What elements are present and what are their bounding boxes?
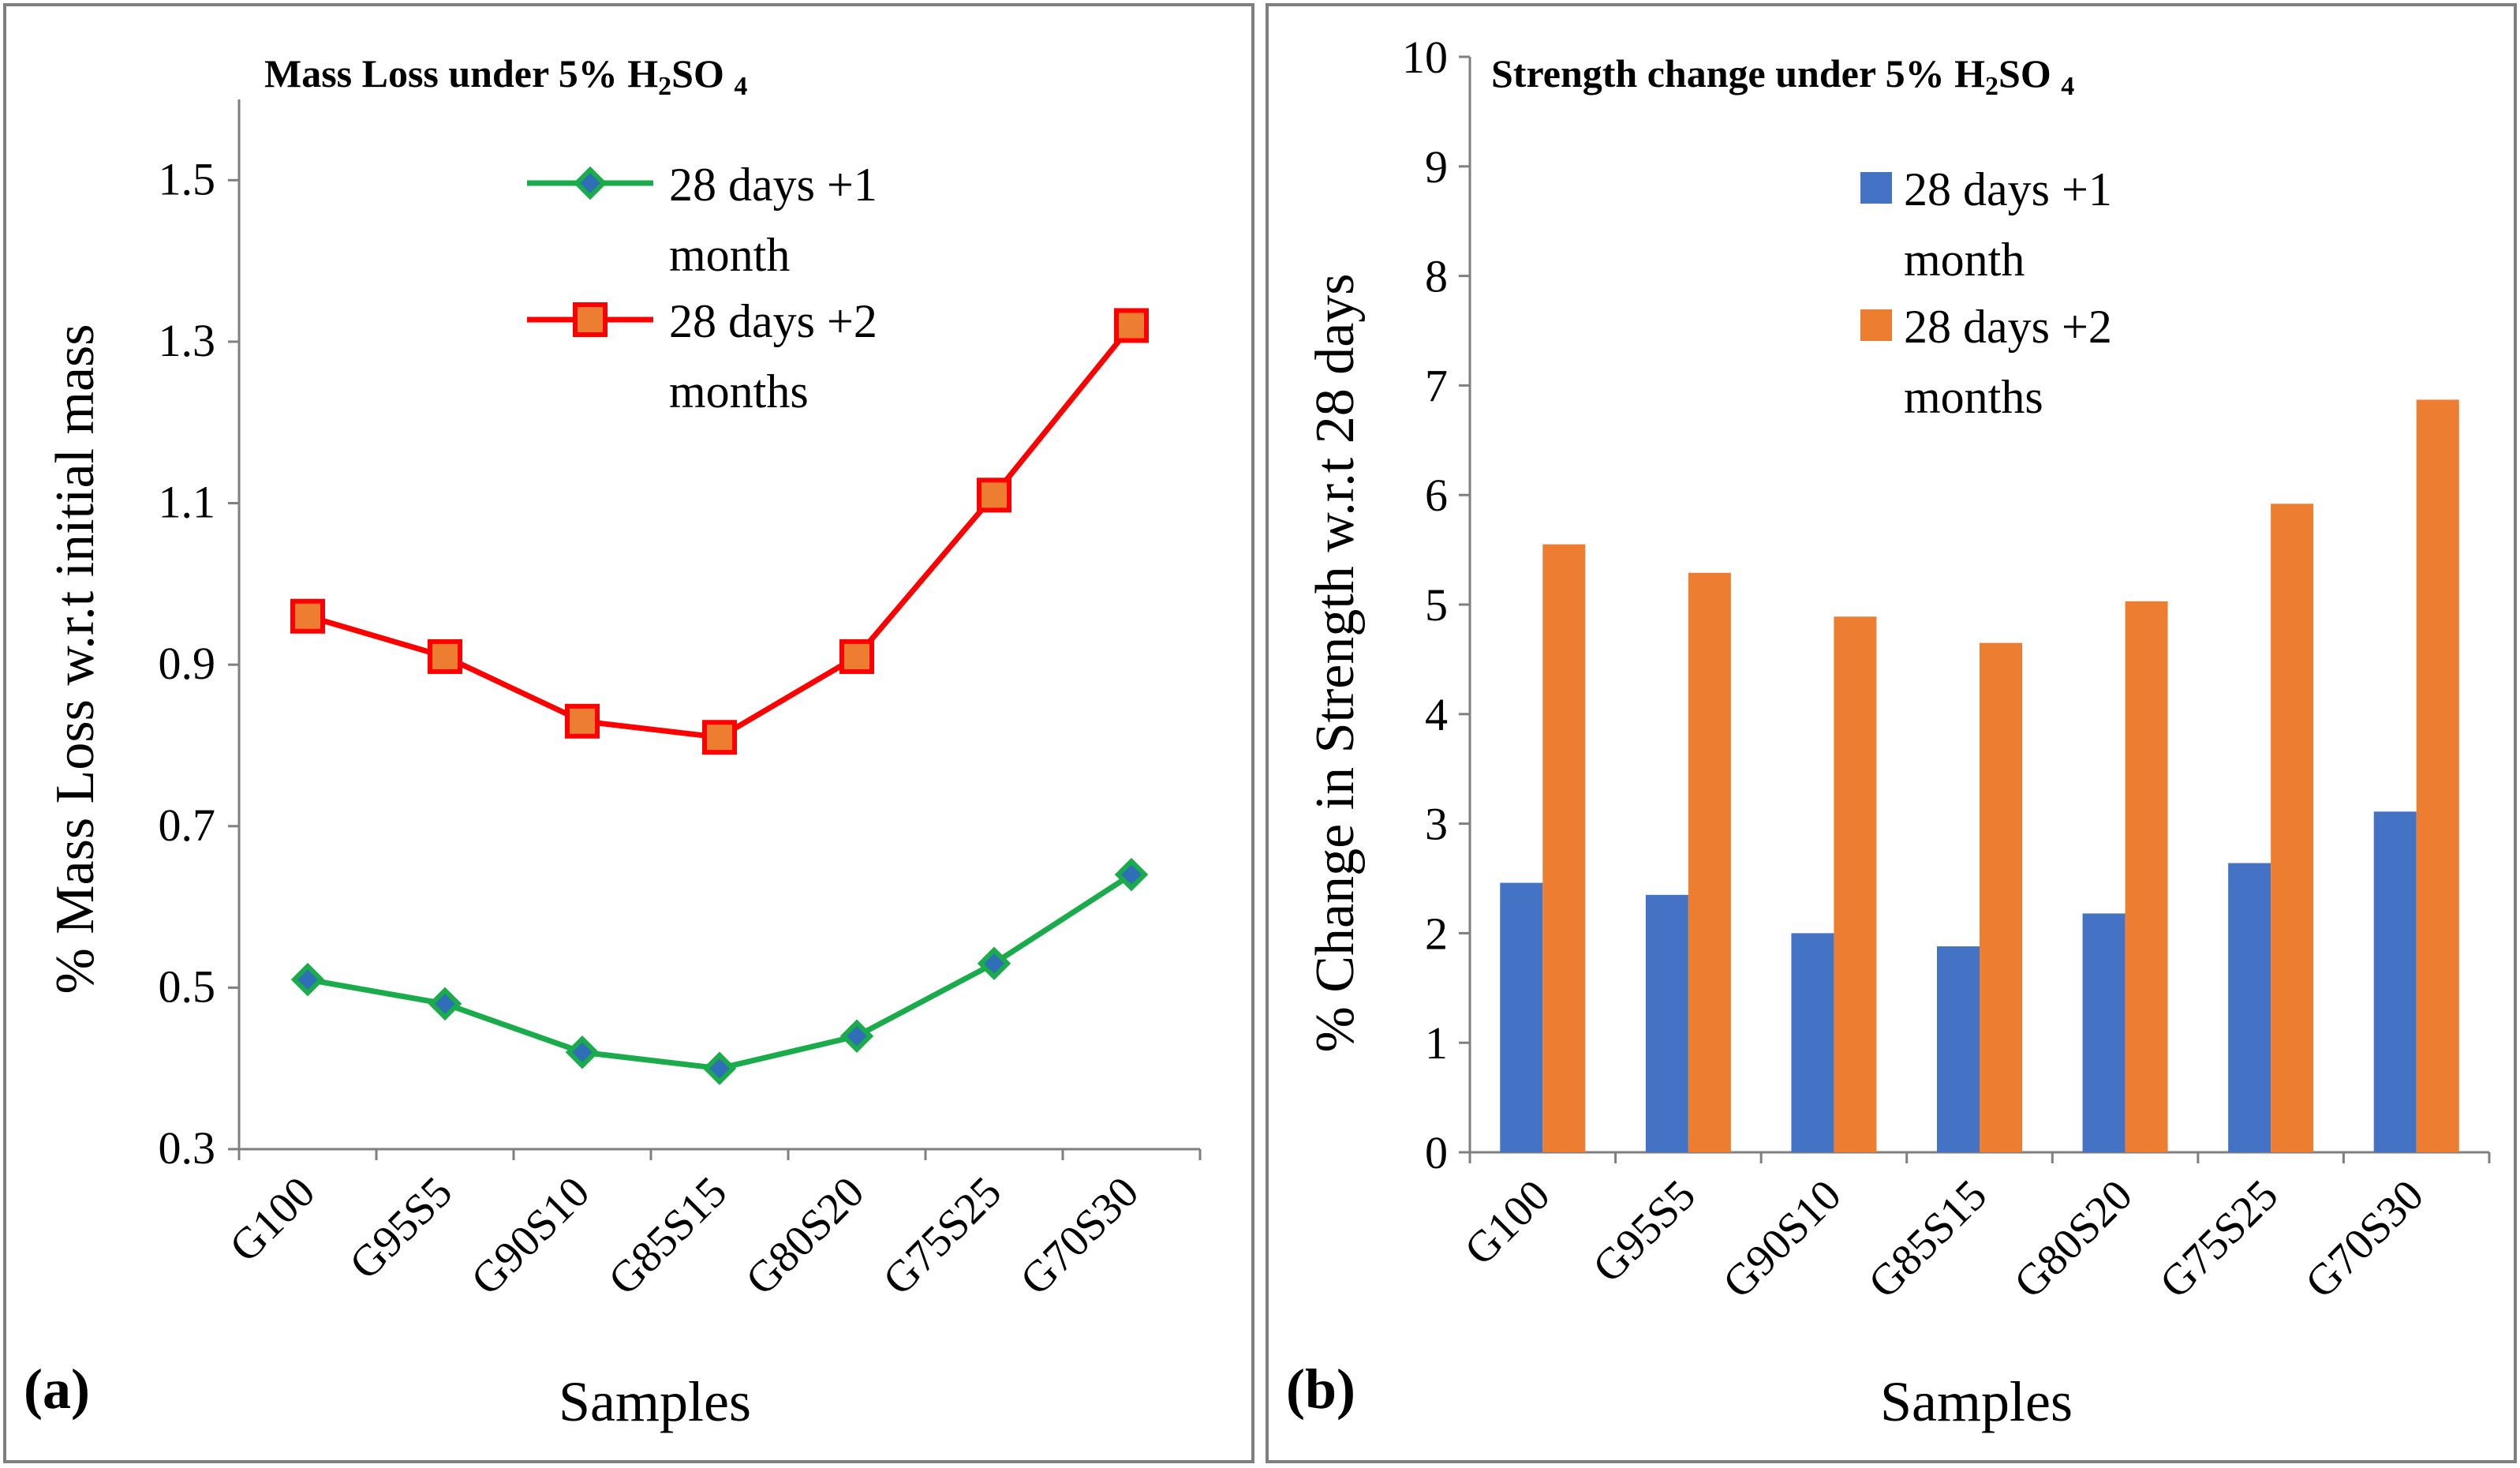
chart-a-series-1-point <box>1114 857 1149 892</box>
chart-b-bar-series-2 <box>1980 642 2022 1152</box>
chart-a-ytick-label: 0.5 <box>159 961 216 1012</box>
chart-a-series-2-point <box>977 477 1011 513</box>
chart-b-ytick-label: 2 <box>1425 908 1448 959</box>
chart-b-legend-label-1: month <box>1904 234 2025 286</box>
chart-b-legend-label-1: 28 days +1 <box>1904 163 2112 215</box>
chart-b-ytick-label: 8 <box>1425 251 1448 302</box>
chart-b-bar-series-1 <box>2082 913 2126 1152</box>
chart-b-ytick-label: 7 <box>1425 360 1448 411</box>
panel-a-frame <box>3 3 1254 1463</box>
chart-b-xlabel: Samples <box>1880 1370 2073 1433</box>
chart-b-ytick-label: 5 <box>1425 579 1448 631</box>
panel-a-label: (a) <box>24 1358 90 1421</box>
chart-a-series-2-point <box>428 639 462 674</box>
chart-b-bar-series-2 <box>2125 601 2168 1152</box>
chart-b-legend: 28 days +1 month 28 days +2 months <box>1860 163 2112 423</box>
chart-b-ytick-label: 1 <box>1425 1017 1448 1069</box>
chart-a-series-2-point <box>565 703 600 739</box>
chart-b-bar-series-1 <box>2373 811 2417 1152</box>
chart-a-series-2-point <box>702 720 737 755</box>
chart-a-legend-label-2: 28 days +2 <box>669 295 877 347</box>
panel-b-label: (b) <box>1286 1358 1355 1421</box>
chart-a-series-1-point <box>977 946 1011 980</box>
chart-a-series-1-point <box>702 1051 737 1085</box>
chart-a-legend-marker-1 <box>573 166 608 200</box>
chart-b-legend-swatch-1 <box>1860 172 1892 204</box>
chart-a-series-1-point <box>839 1019 874 1054</box>
chart-b-ylabel: % Change in Strength w.r.t 28 days <box>1305 273 1366 1052</box>
chart-b-ytick-label: 10 <box>1402 32 1448 83</box>
chart-b-bar-series-2 <box>1688 572 1731 1152</box>
chart-a-ytick-label: 1.5 <box>159 153 216 204</box>
chart-a-ytick-label: 1.3 <box>159 315 216 366</box>
chart-b-ytick-label: 0 <box>1425 1127 1448 1178</box>
chart-b-bar-series-1 <box>2228 863 2271 1152</box>
chart-a-ytick-label: 0.7 <box>159 800 216 851</box>
chart-a-legend-label-1: 28 days +1 <box>669 159 877 211</box>
chart-b-ytick-label: 6 <box>1425 470 1448 521</box>
chart-b-bar-series-1 <box>1500 882 1543 1152</box>
chart-a-ytick-label: 0.9 <box>159 638 216 689</box>
chart-b-bar-series-2 <box>2271 504 2314 1152</box>
chart-a-series-2-point <box>290 598 325 634</box>
chart-a-legend-marker-2 <box>573 302 608 337</box>
chart-b-bar-series-1 <box>1645 894 1688 1152</box>
chart-a-title: Mass Loss under 5% H2SO 4 <box>264 51 747 101</box>
chart-a-series-2-point <box>839 639 874 674</box>
chart-b-legend-swatch-2 <box>1860 309 1892 341</box>
chart-a-series-2-point <box>1114 308 1149 343</box>
chart-b-bar-series-2 <box>2416 399 2459 1153</box>
chart-a-ylabel: % Mass Loss w.r.t initial mass <box>45 324 106 994</box>
chart-b-ytick-label: 9 <box>1425 141 1448 193</box>
chart-a-legend: 28 days +1 month 28 days +2 months <box>527 159 877 418</box>
chart-b-bar-series-1 <box>1791 933 1834 1152</box>
chart-b-title: Strength change under 5% H2SO 4 <box>1491 51 2074 101</box>
chart-a-series-1-point <box>428 987 462 1021</box>
chart-a-xlabel: Samples <box>559 1370 751 1433</box>
chart-a-ytick-label: 1.1 <box>159 477 216 528</box>
chart-a-legend-label-1: month <box>669 229 790 281</box>
chart-a-legend-label-2: months <box>669 365 809 418</box>
chart-b-legend-label-2: months <box>1904 371 2043 423</box>
chart-b-bar-series-2 <box>1542 544 1586 1152</box>
chart-b-legend-label-2: 28 days +2 <box>1904 301 2112 353</box>
chart-a-ytick-label: 0.3 <box>159 1122 216 1174</box>
chart-a-series-1-point <box>565 1035 600 1069</box>
chart-b-ytick-label: 3 <box>1425 799 1448 850</box>
chart-a-series-1-point <box>290 962 325 997</box>
chart-b-ytick-label: 4 <box>1425 689 1448 740</box>
chart-b-bar-series-1 <box>1937 946 1980 1152</box>
chart-b-bar-series-2 <box>1834 616 1877 1152</box>
